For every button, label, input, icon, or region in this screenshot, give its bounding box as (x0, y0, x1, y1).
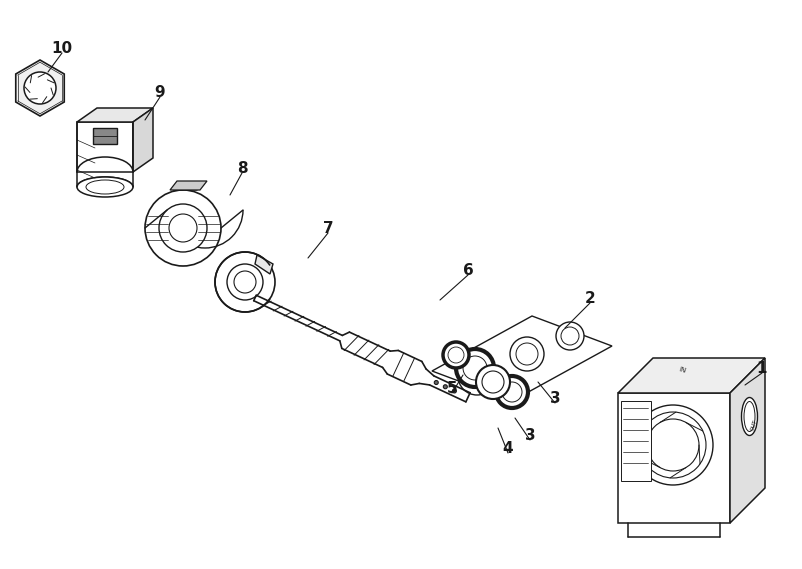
Circle shape (145, 190, 221, 266)
Polygon shape (187, 184, 204, 190)
Circle shape (159, 204, 207, 252)
Text: 9: 9 (155, 85, 165, 100)
Polygon shape (170, 181, 207, 190)
Circle shape (496, 376, 528, 408)
Polygon shape (255, 255, 273, 274)
Text: 7: 7 (322, 221, 334, 236)
Circle shape (215, 252, 275, 312)
Circle shape (476, 365, 510, 399)
Polygon shape (618, 393, 730, 523)
Circle shape (640, 412, 706, 478)
Bar (93, 128, 117, 144)
Text: 8: 8 (237, 160, 247, 175)
Circle shape (458, 357, 496, 395)
Circle shape (24, 72, 56, 104)
Text: 10: 10 (51, 40, 72, 56)
Circle shape (456, 349, 494, 387)
Text: 5: 5 (447, 381, 457, 395)
Polygon shape (432, 316, 612, 401)
Text: 3: 3 (549, 390, 561, 406)
Text: 3: 3 (525, 427, 535, 443)
Polygon shape (77, 108, 153, 122)
Text: OUT: OUT (751, 419, 759, 432)
Circle shape (444, 385, 448, 389)
Text: 4: 4 (503, 440, 513, 456)
Polygon shape (77, 122, 133, 172)
Circle shape (443, 342, 469, 368)
Polygon shape (16, 60, 64, 116)
Text: IN: IN (678, 366, 687, 374)
Circle shape (452, 389, 456, 393)
Circle shape (556, 322, 584, 350)
Ellipse shape (742, 398, 758, 435)
Text: 6: 6 (463, 262, 473, 278)
Bar (621, 401, 651, 481)
Polygon shape (618, 358, 765, 393)
Circle shape (434, 381, 438, 385)
Circle shape (510, 337, 544, 371)
Polygon shape (730, 358, 765, 523)
Circle shape (633, 405, 713, 485)
Polygon shape (133, 108, 153, 172)
Ellipse shape (77, 177, 133, 197)
Circle shape (227, 264, 263, 300)
Text: 2: 2 (585, 291, 595, 306)
Text: 1: 1 (757, 361, 768, 376)
Polygon shape (173, 184, 190, 190)
